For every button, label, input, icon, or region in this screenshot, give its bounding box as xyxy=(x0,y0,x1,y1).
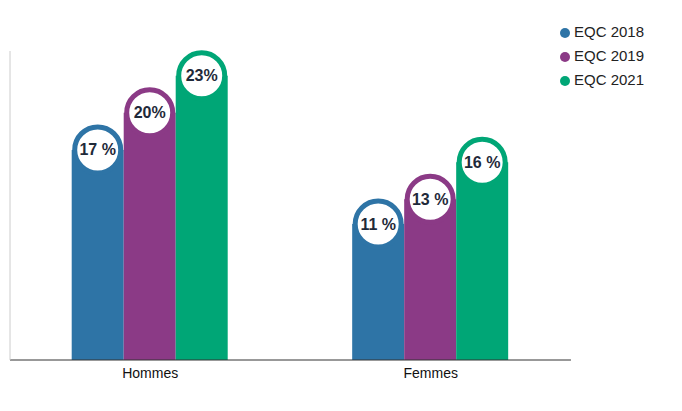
svg-text:Femmes: Femmes xyxy=(403,365,457,381)
html-text:EQC 2019: EQC 2019 xyxy=(574,47,644,64)
svg-text:13 %: 13 % xyxy=(412,191,448,208)
svg-text:16 %: 16 % xyxy=(464,154,500,171)
svg-text:Hommes: Hommes xyxy=(122,365,178,381)
svg-text:23%: 23% xyxy=(186,67,218,84)
html-text:EQC 2018: EQC 2018 xyxy=(574,23,644,40)
svg-text:17 %: 17 % xyxy=(79,141,115,158)
svg-text:20%: 20% xyxy=(134,104,166,121)
svg-text:11 %: 11 % xyxy=(360,216,396,233)
html-text:EQC 2021: EQC 2021 xyxy=(574,71,644,88)
